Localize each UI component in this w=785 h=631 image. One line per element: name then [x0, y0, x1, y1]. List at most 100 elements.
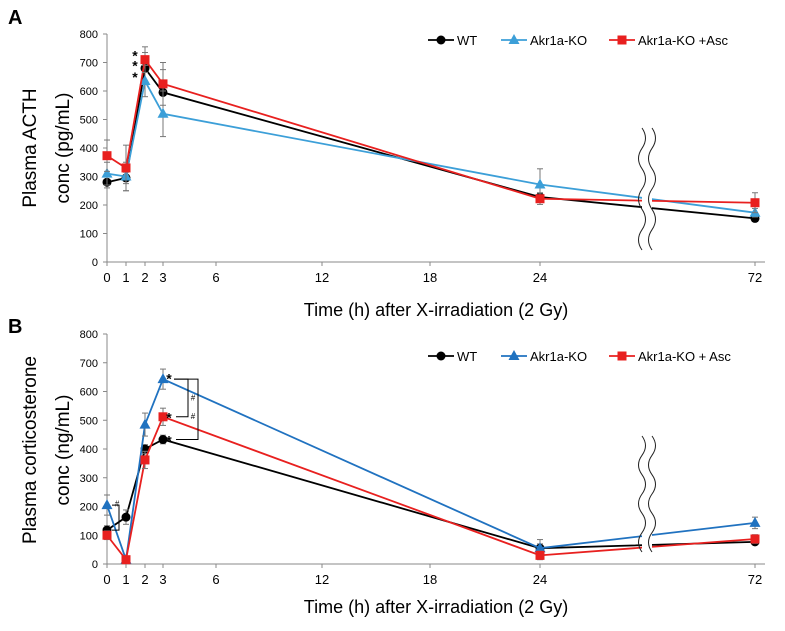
- data-point: [121, 163, 131, 173]
- legend-item: WT: [428, 33, 477, 48]
- significance-hash: #: [191, 393, 196, 402]
- data-point: [140, 455, 150, 465]
- x-tick-label: 24: [533, 270, 547, 285]
- y-tick-label: 700: [80, 358, 98, 370]
- panel-label: A: [8, 7, 22, 29]
- legend-marker: [617, 35, 627, 45]
- data-point: [139, 418, 151, 429]
- x-axis-title: Time (h) after X-irradiation (2 Gy): [304, 300, 568, 320]
- series-akr1a-ko: [101, 64, 761, 218]
- significance-bracket: [112, 504, 120, 531]
- series-akr1a-ko-asc: [102, 407, 760, 565]
- series-line: [106, 415, 756, 562]
- data-point: [121, 512, 131, 522]
- y-tick-label: 800: [80, 329, 98, 341]
- y-tick-label: 600: [80, 86, 98, 98]
- x-tick-label: 24: [533, 572, 547, 587]
- legend-item: Akr1a-KO +Asc: [609, 33, 728, 48]
- series-akr1a-ko-asc: [102, 46, 760, 214]
- legend-label: WT: [457, 33, 477, 48]
- data-point: [102, 530, 112, 540]
- axis-break-mask: [642, 128, 652, 250]
- significance-star: *: [166, 371, 172, 387]
- x-tick-label: 0: [103, 270, 110, 285]
- y-tick-label: 700: [80, 58, 98, 70]
- panel-label: B: [8, 316, 22, 338]
- y-tick-label: 400: [80, 143, 98, 155]
- x-tick-label: 6: [212, 572, 219, 587]
- legend-marker: [508, 34, 520, 44]
- axis-break-line: [648, 127, 656, 251]
- data-point: [535, 194, 545, 204]
- data-point: [749, 516, 761, 527]
- y-tick-label: 500: [80, 115, 98, 127]
- legend-marker: [508, 350, 520, 360]
- y-tick-label: 0: [92, 559, 98, 571]
- data-point: [139, 75, 151, 86]
- x-tick-label: 2: [141, 270, 148, 285]
- x-tick-label: 3: [159, 572, 166, 587]
- legend-marker: [436, 35, 446, 45]
- series-line: [106, 438, 756, 550]
- significance-bracket: [174, 378, 199, 441]
- y-tick-label: 100: [80, 229, 98, 241]
- data-point: [158, 412, 168, 422]
- legend-marker: [617, 351, 627, 361]
- series-line: [106, 57, 756, 204]
- data-point: [750, 534, 760, 544]
- x-tick-label: 1: [122, 270, 129, 285]
- x-tick-label: 2: [141, 572, 148, 587]
- significance-hash: #: [191, 412, 196, 421]
- y-axis-title-line1: Plasma corticosterone: [20, 356, 41, 544]
- x-tick-label: 12: [315, 572, 329, 587]
- y-tick-label: 800: [80, 29, 98, 41]
- legend-label: Akr1a-KO: [530, 33, 587, 48]
- y-tick-label: 200: [80, 502, 98, 514]
- y-tick-label: 100: [80, 530, 98, 542]
- legend-item: Akr1a-KO: [501, 33, 587, 48]
- y-axis-title-line1: Plasma ACTH: [20, 88, 41, 207]
- y-tick-label: 500: [80, 415, 98, 427]
- legend-label: Akr1a-KO: [530, 349, 587, 364]
- series-wt: [102, 52, 760, 223]
- y-tick-label: 400: [80, 444, 98, 456]
- data-point: [158, 79, 168, 89]
- x-tick-label: 0: [103, 572, 110, 587]
- data-point: [140, 55, 150, 65]
- y-tick-label: 200: [80, 200, 98, 212]
- data-point: [534, 542, 546, 553]
- series-akr1a-ko: [101, 368, 761, 564]
- significance-star: *: [132, 58, 138, 74]
- x-tick-label: 12: [315, 270, 329, 285]
- significance-hash: #: [115, 500, 120, 509]
- legend-marker: [436, 351, 446, 361]
- series-line: [106, 78, 756, 214]
- x-axis-title: Time (h) after X-irradiation (2 Gy): [304, 597, 568, 617]
- data-point: [101, 167, 113, 178]
- y-tick-label: 600: [80, 387, 98, 399]
- legend-item: Akr1a-KO: [501, 349, 587, 364]
- data-point: [157, 373, 169, 384]
- legend-label: Akr1a-KO +Asc: [638, 33, 728, 48]
- x-tick-label: 3: [159, 270, 166, 285]
- axis-break-line: [638, 127, 646, 251]
- data-point: [157, 107, 169, 118]
- data-point: [158, 435, 168, 445]
- significance-star: *: [166, 433, 172, 449]
- data-point: [750, 198, 760, 208]
- significance-star: *: [166, 410, 172, 426]
- series-line: [106, 65, 756, 220]
- data-point: [102, 151, 112, 161]
- y-axis-title-line2: conc (pg/mL): [53, 93, 74, 204]
- legend-item: Akr1a-KO + Asc: [609, 349, 731, 364]
- axis-break-line: [638, 435, 646, 553]
- x-tick-label: 1: [122, 572, 129, 587]
- x-tick-label: 72: [748, 270, 762, 285]
- legend-label: Akr1a-KO + Asc: [638, 349, 731, 364]
- axis-break-mask: [642, 436, 652, 552]
- x-tick-label: 18: [423, 572, 437, 587]
- y-axis-title-line2: conc (ng/mL): [53, 395, 74, 506]
